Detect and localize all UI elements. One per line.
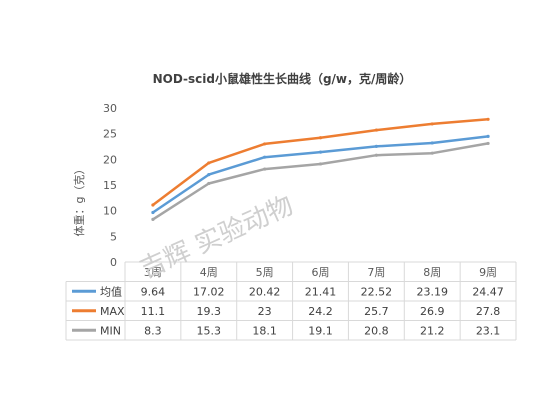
series-line-均值 (151, 135, 490, 214)
table-cell-value: 23.1 (476, 324, 501, 337)
x-tick-label: 5周 (256, 266, 274, 279)
y-tick-label: 0 (110, 256, 117, 269)
x-tick-label: 9周 (479, 266, 497, 279)
data-point (207, 161, 211, 165)
data-point (430, 122, 434, 126)
table-cell-value: 17.02 (193, 285, 225, 298)
y-tick-label: 25 (103, 128, 117, 141)
table-cell-value: 21.2 (420, 324, 445, 337)
table-cell-value: 25.7 (364, 305, 389, 318)
table-cell-value: 15.3 (197, 324, 222, 337)
data-point (151, 217, 155, 221)
table-cell-value: 19.1 (308, 324, 333, 337)
table-cell-value: 24.2 (308, 305, 333, 318)
x-tick-label: 3周 (144, 266, 162, 279)
y-tick-label: 15 (103, 179, 117, 192)
table-cell-value: 9.64 (141, 285, 166, 298)
data-point (318, 150, 323, 154)
data-point (263, 142, 267, 146)
series-line-max (151, 118, 490, 207)
data-point (263, 167, 267, 171)
table-cell-value: 21.41 (305, 285, 337, 298)
data-point (486, 134, 490, 138)
data-point (374, 128, 378, 132)
chart-title: NOD-scid小鼠雄性生长曲线（g/w，克/周龄） (153, 71, 412, 86)
x-tick-label: 8周 (423, 266, 441, 279)
table-cell-value: 20.8 (364, 324, 389, 337)
data-point (207, 173, 211, 177)
y-tick-label: 20 (103, 153, 117, 166)
table-cell-value: 26.9 (420, 305, 445, 318)
data-point (318, 136, 323, 140)
data-point (318, 162, 323, 166)
x-tick-label: 4周 (200, 266, 218, 279)
legend-label: 均值 (100, 285, 122, 298)
y-tick-label: 30 (103, 102, 117, 115)
series-line-min (151, 142, 490, 221)
x-tick-label: 7周 (367, 266, 385, 279)
y-tick-label: 10 (103, 205, 117, 218)
data-point (430, 151, 434, 155)
table-cell-value: 20.42 (249, 285, 281, 298)
data-point (374, 144, 378, 148)
data-point (151, 210, 155, 215)
legend-label: MAX (100, 305, 125, 318)
table-cell-value: 11.1 (141, 305, 166, 318)
table-cell-value: 27.8 (476, 305, 501, 318)
data-point (486, 141, 490, 146)
data-point (374, 153, 378, 157)
data-point (486, 117, 490, 121)
y-axis-label: 体重：g（克） (72, 164, 86, 237)
legend-label: MIN (100, 324, 121, 337)
table-cell-value: 8.3 (144, 324, 162, 337)
table-cell-value: 23.19 (416, 285, 448, 298)
table-cell-value: 24.47 (472, 285, 504, 298)
data-point (430, 141, 434, 145)
table-cell-value: 18.1 (252, 324, 277, 337)
data-point (263, 155, 267, 159)
table-cell-value: 19.3 (197, 305, 222, 318)
y-tick-label: 5 (110, 230, 117, 243)
table-cell-value: 22.52 (361, 285, 393, 298)
data-point (151, 203, 155, 207)
data-point (207, 181, 211, 186)
x-tick-label: 6周 (312, 266, 330, 279)
table-cell-value: 23 (258, 305, 272, 318)
